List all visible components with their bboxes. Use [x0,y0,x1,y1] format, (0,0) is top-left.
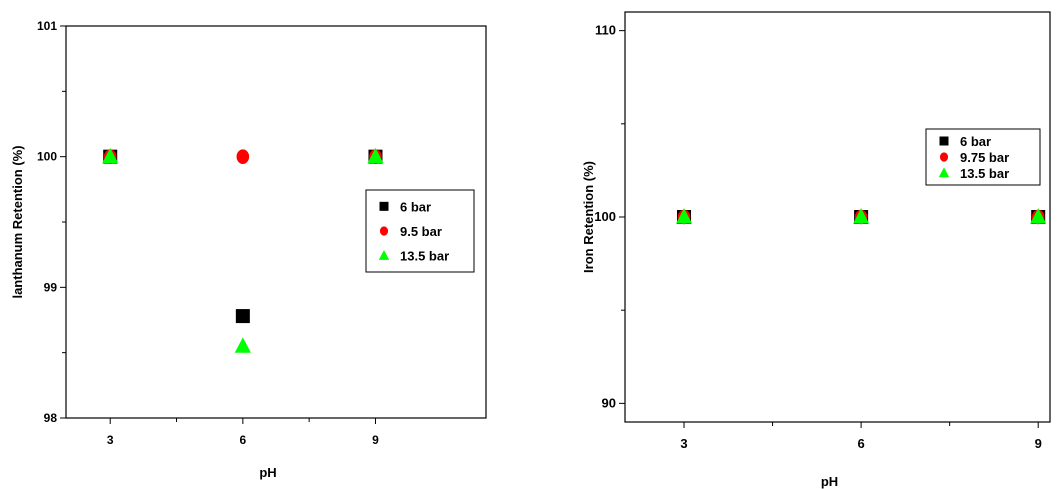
y-tick-label: 101 [37,19,57,33]
data-point [234,337,251,353]
legend-label: 9.75 bar [960,150,1009,165]
legend-label: 9.5 bar [400,224,442,239]
legend-marker [938,167,950,178]
data-point [235,309,250,324]
x-tick-label: 3 [680,436,687,451]
legend-marker [379,226,389,236]
chart-iron-retention: 3 6 9 90 100 110 pH Iron Retention (%) 6 bar9.75… [581,11,1051,489]
legend-label: 6 bar [960,134,991,149]
data-point [367,147,384,164]
y-tick-label: 90 [602,395,616,410]
legend-label: 6 bar [400,199,431,214]
x-tick-label: 6 [857,436,864,451]
y-tick-label: 98 [44,411,58,425]
chart-lanthanum-retention: 3 6 9 98 99 100 101 pH lanthanum Retention (%) 6 … [10,19,487,480]
y-axis-label: Iron Retention (%) [581,161,596,273]
x-tick-label: 9 [1035,436,1042,451]
data-point [1030,208,1047,224]
legend-label: 13.5 bar [960,166,1009,181]
y-tick-label: 100 [37,150,57,164]
legend-marker [378,249,390,260]
x-tick-label: 3 [107,433,114,447]
legend-marker [379,201,389,211]
legend-label: 13.5 bar [400,249,449,264]
y-tick-label: 99 [44,280,58,294]
data-point [675,208,693,224]
data-point [852,208,870,224]
y-tick-label: 110 [595,23,616,38]
x-axis-label: pH [259,465,276,480]
data-point [102,147,119,164]
y-axis-label: lanthanum Retention (%) [10,145,25,298]
x-tick-label: 9 [372,433,379,447]
x-tick-label: 6 [239,433,246,447]
legend-marker [939,136,949,146]
data-point [236,149,250,164]
legend: 6 bar 9.5 bar 13.5 bar [365,189,475,273]
y-tick-label: 100 [594,209,616,224]
x-axis-label: pH [821,474,838,489]
legend-marker [939,152,949,162]
